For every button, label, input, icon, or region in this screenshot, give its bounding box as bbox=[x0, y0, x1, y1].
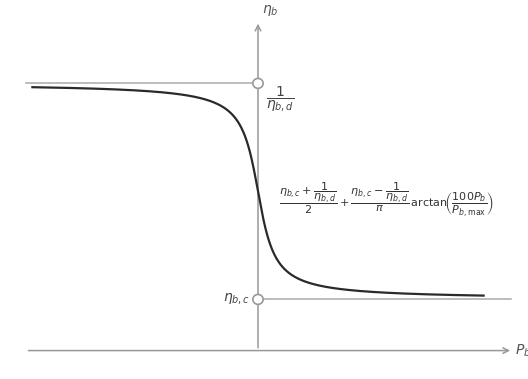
Text: $\eta_{b,c}$: $\eta_{b,c}$ bbox=[223, 292, 250, 307]
Text: $P_b$: $P_b$ bbox=[515, 342, 528, 359]
Text: $\dfrac{1}{\eta_{b,d}}$: $\dfrac{1}{\eta_{b,d}}$ bbox=[266, 85, 295, 114]
Ellipse shape bbox=[253, 78, 263, 88]
Text: $\dfrac{\eta_{b,c}+\dfrac{1}{\eta_{b,d}}}{2}+\dfrac{\eta_{b,c}-\dfrac{1}{\eta_{b: $\dfrac{\eta_{b,c}+\dfrac{1}{\eta_{b,d}}… bbox=[279, 180, 494, 219]
Text: $\eta_b$: $\eta_b$ bbox=[262, 3, 279, 18]
Ellipse shape bbox=[253, 294, 263, 304]
